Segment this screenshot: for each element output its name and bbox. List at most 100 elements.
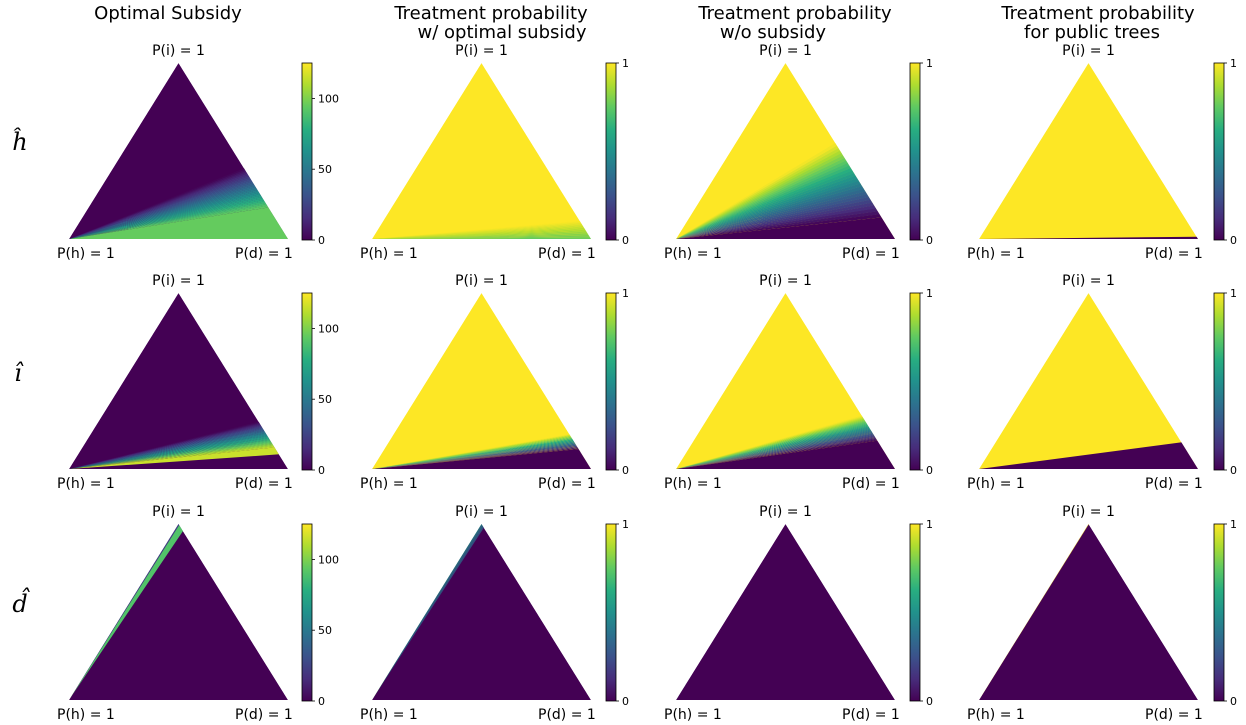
value-band [372,430,591,469]
value-band [372,524,588,700]
column-titles: Optimal Subsidy Treatment probability w/ … [94,3,1195,43]
corner-label-left: P(h) = 1 [967,476,1025,492]
row-label-i: î [14,359,24,387]
colorbar: 0 50 100 [301,62,339,247]
colorbar: 0 50 100 [301,292,339,477]
panel-background [979,293,1198,469]
col-title-1-line-0: Treatment probability [393,3,588,24]
colorbar-tick-label: 50 [318,163,332,176]
value-band [372,524,588,700]
colorbar-tick-label: 0 [926,695,933,708]
col-title-1-line-1: w/ optimal subsidy [418,22,587,43]
colorbar-tick-label: 0 [1230,234,1237,247]
row-label-d: d̂ [12,587,30,618]
corner-label-right: P(d) = 1 [1145,476,1203,492]
corner-label-right: P(d) = 1 [538,246,596,262]
corner-label-left: P(h) = 1 [967,246,1025,262]
col-title-2-line-1: w/o subsidy [720,22,827,43]
colorbar-tick-label: 0 [622,464,629,477]
corner-label-top: P(i) = 1 [759,273,812,289]
colorbar: 01 [605,287,629,477]
ternary-panel: P(i) = 1 P(h) = 1 P(d) = 1 [360,43,596,262]
value-band [372,524,586,700]
corner-label-top: P(i) = 1 [759,504,812,520]
value-band [69,524,288,700]
colorbar-tick-label: 1 [622,57,629,70]
col-title-0-line-0: Optimal Subsidy [94,3,242,24]
colorbar-gradient [1213,523,1225,702]
colorbar: 01 [605,57,629,247]
corner-label-right: P(d) = 1 [538,707,596,723]
colorbar-tick-label: 50 [318,624,332,637]
panel-background [372,293,591,469]
corner-label-left: P(h) = 1 [967,707,1025,723]
corner-label-left: P(h) = 1 [664,707,722,723]
value-band [372,399,591,469]
value-band [372,524,587,700]
corner-label-right: P(d) = 1 [1145,707,1203,723]
colorbar-gradient [909,292,921,471]
colorbar-tick-label: 1 [1230,57,1237,70]
value-band [372,524,588,700]
ternary-panel: P(i) = 1 P(h) = 1 P(d) = 1 [360,273,596,492]
colorbar-tick-label: 1 [622,518,629,531]
panel-background [69,293,288,469]
value-band [372,524,590,700]
value-band [372,524,589,700]
col-title-2-line-0: Treatment probability [697,3,892,24]
value-band [372,524,587,700]
col-title-2: Treatment probability w/o subsidy [697,3,892,43]
corner-label-right: P(d) = 1 [842,476,900,492]
colorbar: 01 [909,287,933,477]
colorbar-gradient [909,62,921,241]
panel-background [372,524,591,700]
col-title-3-line-0: Treatment probability [1000,3,1195,24]
corner-label-left: P(h) = 1 [57,707,115,723]
value-band [372,204,591,239]
colorbar: 01 [1213,518,1237,708]
panel-background [372,63,591,239]
corner-label-left: P(h) = 1 [664,246,722,262]
corner-label-right: P(d) = 1 [842,246,900,262]
colorbar-tick-label: 1 [1230,287,1237,300]
value-band [372,524,588,700]
corner-label-left: P(h) = 1 [360,707,418,723]
value-band [979,416,1198,469]
corner-label-left: P(h) = 1 [360,476,418,492]
colorbar-tick-label: 0 [926,464,933,477]
value-band [676,197,895,239]
corner-label-top: P(i) = 1 [455,273,508,289]
colorbar-gradient [1213,62,1225,241]
corner-label-right: P(d) = 1 [235,246,293,262]
colorbar-tick-label: 0 [1230,464,1237,477]
colorbar: 01 [909,518,933,708]
corner-label-right: P(d) = 1 [235,707,293,723]
col-title-3-line-1: for public trees [1024,22,1160,43]
colorbar-tick-label: 1 [926,57,933,70]
colorbar-tick-label: 50 [318,393,332,406]
colorbar-tick-label: 0 [622,234,629,247]
value-band [372,524,586,700]
colorbar: 01 [605,518,629,708]
corner-label-top: P(i) = 1 [152,273,205,289]
corner-label-top: P(i) = 1 [455,504,508,520]
colorbar: 01 [1213,57,1237,247]
value-band [69,427,288,469]
corner-label-top: P(i) = 1 [455,43,508,59]
panel-background [979,524,1198,700]
corner-label-right: P(d) = 1 [235,476,293,492]
colorbar-tick-label: 100 [318,322,339,335]
colorbar-tick-label: 0 [1230,695,1237,708]
value-band [372,524,590,700]
colorbar-tick-label: 100 [318,92,339,105]
corner-label-right: P(d) = 1 [538,476,596,492]
corner-label-top: P(i) = 1 [1062,504,1115,520]
corner-label-top: P(i) = 1 [1062,43,1115,59]
corner-label-top: P(i) = 1 [759,43,812,59]
col-title-1: Treatment probability w/ optimal subsidy [393,3,588,43]
colorbar-gradient [605,292,617,471]
ternary-panel: P(i) = 1 P(h) = 1 P(d) = 1 [967,43,1203,262]
panel-background [676,524,895,700]
row-label-h: ĥ [12,127,27,156]
